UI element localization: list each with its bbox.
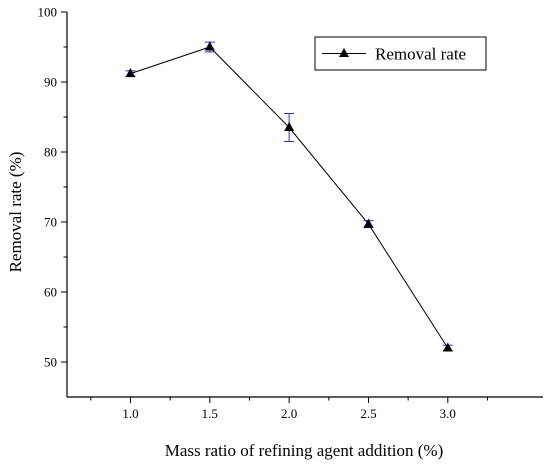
legend: Removal rate xyxy=(314,36,487,71)
ticks: 1.0 1.5 2.0 2.5 3.0 50 60 70 80 90 100 xyxy=(38,5,488,421)
data-point-marker xyxy=(442,342,453,352)
y-tick-label: 100 xyxy=(38,5,58,20)
x-tick-label: 3.0 xyxy=(440,406,456,421)
x-tick-label: 2.5 xyxy=(360,406,376,421)
data-point-marker xyxy=(204,41,215,51)
series-line xyxy=(130,46,449,349)
axes xyxy=(66,12,543,398)
x-tick-label: 1.5 xyxy=(202,406,218,421)
y-tick-label: 60 xyxy=(44,285,57,300)
legend-label: Removal rate xyxy=(375,45,466,64)
series-layer xyxy=(125,41,453,352)
data-point-marker xyxy=(284,122,295,131)
y-tick-label: 80 xyxy=(44,145,57,160)
y-tick-label: 50 xyxy=(44,355,57,370)
y-tick-label: 90 xyxy=(44,75,57,90)
y-tick-label: 70 xyxy=(44,215,57,230)
x-axis-label: Mass ratio of refining agent addition (%… xyxy=(165,441,444,460)
x-tick-label: 2.0 xyxy=(281,406,297,421)
y-axis-label: Removal rate (%) xyxy=(6,152,25,273)
x-tick-label: 1.0 xyxy=(122,406,138,421)
data-point-marker xyxy=(363,218,374,228)
legend-marker-icon xyxy=(339,48,349,57)
data-point-marker xyxy=(125,68,136,78)
